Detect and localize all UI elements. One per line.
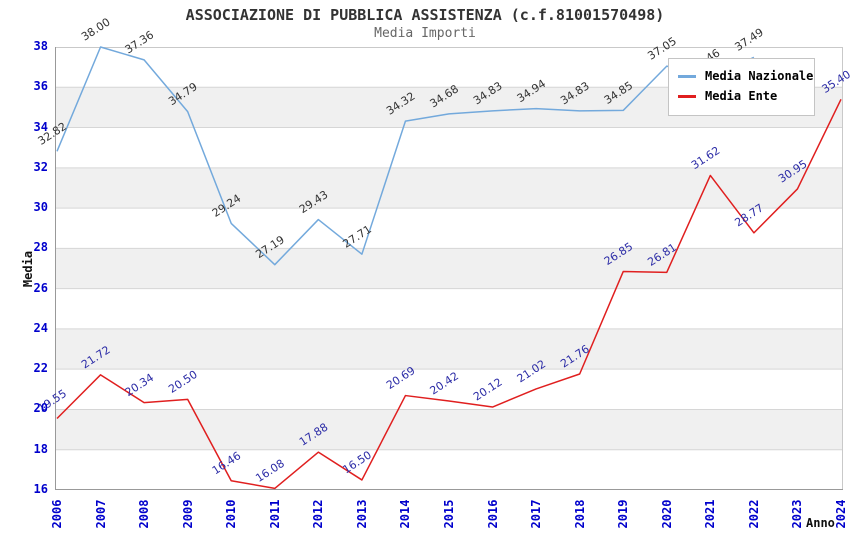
x-tick-label: 2021 xyxy=(703,499,718,529)
x-tick-label: 2013 xyxy=(354,499,369,529)
y-tick-label: 28 xyxy=(33,240,48,255)
y-tick-label: 22 xyxy=(33,361,48,376)
y-tick-label: 20 xyxy=(33,401,48,416)
plot-band xyxy=(55,127,843,168)
x-axis-title: Anno xyxy=(806,516,835,530)
plot-band xyxy=(55,248,843,289)
y-tick-label: 24 xyxy=(33,320,48,335)
legend-item-label: Media Ente xyxy=(705,89,778,103)
x-tick-label: 2019 xyxy=(616,499,631,529)
y-tick-label: 36 xyxy=(33,79,48,94)
plot-band xyxy=(55,167,843,209)
x-tick-label: 2007 xyxy=(93,499,108,529)
plot-band xyxy=(55,409,843,450)
x-tick-label: 2023 xyxy=(790,499,805,529)
chart-subtitle: Media Importi xyxy=(374,26,476,41)
x-tick-label: 2006 xyxy=(50,499,64,529)
x-tick-label: 2014 xyxy=(398,499,413,529)
series-line-media-ente xyxy=(56,99,842,490)
legend-swatch-icon xyxy=(678,94,696,98)
y-tick-label: 32 xyxy=(33,159,48,174)
x-tick-label: 2011 xyxy=(267,499,282,529)
series-line-media-nazionale xyxy=(56,46,755,266)
plot-band xyxy=(55,369,843,410)
legend-item: Media Nazionale xyxy=(678,69,813,83)
x-tick-label: 2016 xyxy=(485,499,500,529)
plot-band xyxy=(55,449,843,490)
plot-band xyxy=(55,208,843,249)
plot-band xyxy=(55,288,843,329)
legend-item: Media Ente xyxy=(678,89,805,103)
x-tick-label: 2008 xyxy=(137,499,152,529)
legend: Media Nazionale Media Ente xyxy=(668,58,815,116)
chart-title: ASSOCIAZIONE DI PUBBLICA ASSISTENZA (c.f… xyxy=(185,6,665,24)
x-tick-label: 2009 xyxy=(180,499,195,529)
x-tick-label: 2012 xyxy=(311,499,326,529)
x-tick-label: 2018 xyxy=(572,499,587,529)
x-tick-label: 2010 xyxy=(224,499,239,529)
x-tick-label: 2017 xyxy=(529,499,544,529)
legend-swatch-icon xyxy=(678,74,696,78)
y-tick-label: 30 xyxy=(33,200,48,215)
plot-band xyxy=(55,328,843,370)
x-tick-label: 2020 xyxy=(659,499,674,529)
x-tick-label: 2015 xyxy=(442,499,456,529)
y-tick-label: 38 xyxy=(33,39,48,53)
x-tick-label: 2024 xyxy=(834,499,848,529)
x-tick-label: 2022 xyxy=(746,499,761,529)
y-tick-label: 34 xyxy=(33,119,48,134)
y-tick-label: 18 xyxy=(33,441,48,456)
legend-item-label: Media Nazionale xyxy=(705,69,814,83)
y-tick-label: 26 xyxy=(33,280,48,295)
y-tick-label: 16 xyxy=(33,482,48,496)
